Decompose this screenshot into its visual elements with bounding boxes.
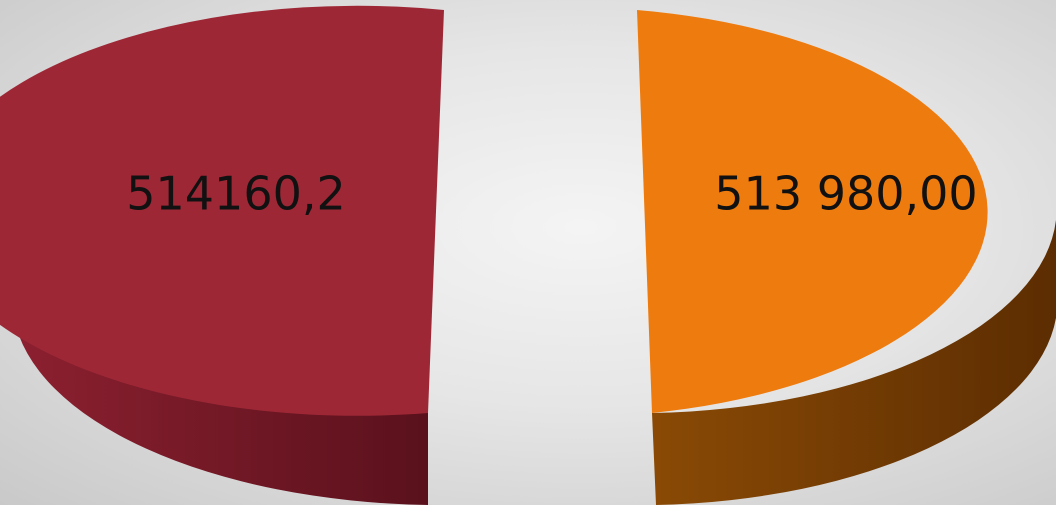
- pie-slice-0-side: [14, 225, 428, 505]
- data-label-1: 513 980,00: [714, 167, 977, 221]
- pie-slice-1-side: [652, 220, 1056, 505]
- pie-slice-1[interactable]: [637, 10, 988, 413]
- pie-slice-0[interactable]: [0, 5, 444, 416]
- pie-slice-group-0[interactable]: 514160,2: [0, 5, 444, 505]
- data-label-0: 514160,2: [126, 167, 346, 221]
- pie-slice-group-1[interactable]: 513 980,00: [637, 10, 1056, 505]
